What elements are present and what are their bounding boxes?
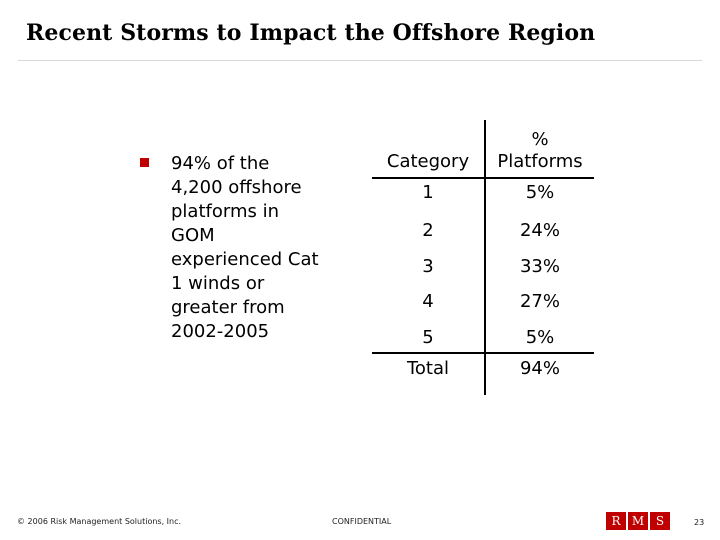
row-category: 5 (422, 327, 434, 348)
bullet-text: 94% of the 4,200 offshore platforms in G… (171, 153, 319, 342)
logo-letter: S (650, 512, 670, 530)
row-pct: 27% (519, 291, 560, 312)
logo-letter: R (606, 512, 626, 530)
table-vertical-divider (484, 120, 486, 395)
row-category: 1 (422, 182, 434, 203)
page-number: 23 (694, 518, 705, 527)
confidential-label: CONFIDENTIAL (332, 517, 392, 526)
total-pct: 94% (519, 358, 560, 379)
rms-logo: R M S (606, 512, 672, 530)
row-pct: 5% (525, 327, 555, 348)
title-divider (18, 60, 702, 61)
header-category: Category (386, 151, 470, 172)
row-pct: 33% (519, 256, 560, 277)
row-pct: 5% (525, 182, 555, 203)
slide-title: Recent Storms to Impact the Offshore Reg… (26, 20, 596, 46)
header-platforms: Platforms (497, 151, 583, 172)
row-category: 4 (422, 291, 434, 312)
copyright-text: © 2006 Risk Management Solutions, Inc. (17, 517, 182, 526)
row-pct: 24% (519, 220, 560, 241)
category-table: Category % Platforms 1 5% 2 24% 3 33% 4 … (372, 120, 597, 395)
header-pct-symbol: % (531, 129, 549, 150)
table-total-divider (372, 352, 594, 354)
row-category: 2 (422, 220, 434, 241)
square-bullet-icon (140, 158, 149, 167)
logo-letter: M (628, 512, 648, 530)
row-category: 3 (422, 256, 434, 277)
total-label: Total (406, 358, 450, 379)
table-header-divider (372, 177, 594, 179)
